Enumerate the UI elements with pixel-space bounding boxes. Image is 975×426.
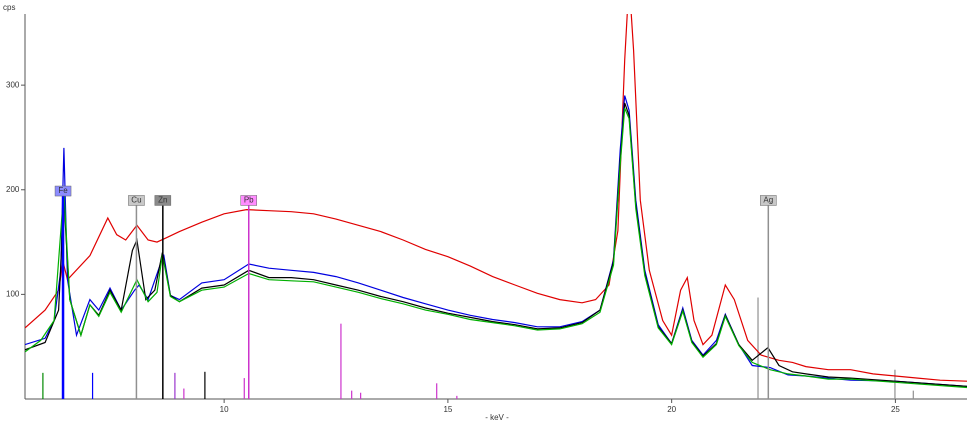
plot-area: [25, 14, 967, 399]
element-label: Pb: [244, 196, 254, 205]
y-tick-label: 200: [6, 185, 20, 194]
x-tick-label: 25: [891, 405, 900, 414]
element-label: Cu: [131, 196, 141, 205]
y-axis-label: cps: [3, 3, 15, 12]
x-tick-label: 10: [220, 405, 229, 414]
element-label: Zn: [158, 196, 167, 205]
element-label: Ag: [763, 196, 773, 205]
x-tick-label: 15: [443, 405, 452, 414]
element-label-box: [760, 195, 777, 206]
x-axis-label: - keV -: [485, 413, 509, 422]
element-label-box: [240, 195, 258, 206]
x-tick-label: 20: [667, 405, 676, 414]
y-tick-label: 300: [6, 80, 20, 89]
y-tick-label: 100: [6, 289, 20, 298]
element-label-box: [154, 195, 172, 206]
element-label-box: [54, 185, 72, 197]
spectrum-line: [25, 95, 967, 387]
spectrum-line: [25, 14, 967, 382]
spectrum-line: [25, 107, 967, 389]
spectrum-line: [25, 102, 967, 387]
element-label-box: [128, 195, 145, 206]
element-label: Fe: [58, 186, 68, 195]
